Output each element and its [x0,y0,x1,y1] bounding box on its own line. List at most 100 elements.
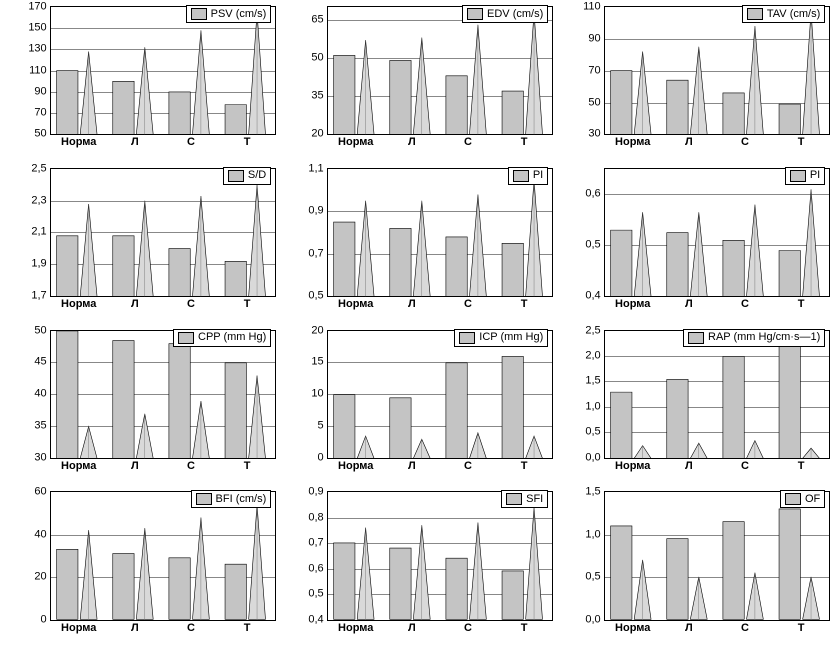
bar [225,261,246,296]
x-tick-label: Л [685,461,693,472]
bar [56,331,77,458]
bars-layer [605,331,830,458]
plot-area: 1,71,92,12,32,5НормаЛСТS/D [50,168,277,297]
legend-label: SFI [526,494,543,505]
x-tick-label: Л [131,137,139,148]
x-tick-label: Л [408,623,416,634]
x-tick-label: Т [521,137,528,148]
chart-cell: 0,40,50,60,70,80,9НормаЛСТSFI [283,491,556,649]
legend: CPP (mm Hg) [173,329,271,347]
chart-panel: 20355065НормаЛСТEDV (cm/s) [283,6,556,164]
chart-cell: 0,50,70,91,1НормаЛСТPI [283,168,556,326]
y-tick-label: 0,7 [308,538,323,549]
x-tick-label: Норма [615,461,650,472]
x-tick-label: Л [685,137,693,148]
x-tick-label: Т [798,137,805,148]
bar [502,91,523,134]
bars-layer [605,169,830,296]
chart-panel: 0,40,50,6НормаЛСТPI [560,168,833,326]
x-tick-label: Норма [61,623,96,634]
plot-area: 0,00,51,01,52,02,5НормаЛСТRAP (mm Hg/cm·… [604,330,831,459]
y-tick-label: 0,7 [308,248,323,259]
chart-grid-page: 507090110130150170НормаЛСТPSV (cm/s)2035… [0,0,839,649]
y-tick-label: 150 [28,23,46,34]
y-tick-label: 0,9 [308,487,323,498]
bars-layer [605,492,830,619]
bar [779,250,800,296]
chart-cell: 0,40,50,6НормаЛСТPI [560,168,833,326]
y-tick-label: 20 [311,129,323,140]
legend-label: ICP (mm Hg) [479,332,543,343]
legend-label: RAP (mm Hg/cm·s—1) [708,332,820,343]
bar [723,522,744,620]
bars-layer [51,7,276,134]
x-tick-label: С [464,461,472,472]
bar [389,228,410,296]
x-tick-label: Т [521,623,528,634]
legend-label: PSV (cm/s) [211,9,267,20]
y-tick-label: 45 [34,357,46,368]
chart-panel: 0,00,51,01,5НормаЛСТOF [560,491,833,649]
legend: PI [508,167,548,185]
legend-label: OF [805,494,820,505]
legend-swatch [191,8,207,20]
y-tick-label: 0,6 [585,189,600,200]
x-tick-label: Л [685,299,693,310]
y-tick-label: 60 [34,487,46,498]
bar [56,71,77,135]
legend-swatch [196,493,212,505]
legend-swatch [688,332,704,344]
x-tick-label: Т [521,299,528,310]
x-tick-label: Норма [61,137,96,148]
bar [610,392,631,458]
bar [610,230,631,296]
x-tick-label: Т [244,461,251,472]
legend-swatch [228,170,244,182]
plot-area: 0204060НормаЛСТBFI (cm/s) [50,491,277,620]
y-tick-label: 1,1 [308,163,323,174]
y-tick-label: 70 [588,65,600,76]
legend-swatch [785,493,801,505]
bar [225,564,246,619]
bar [666,80,687,134]
bar [502,571,523,619]
chart-cell: 507090110130150170НормаЛСТPSV (cm/s) [6,6,279,164]
legend-swatch [513,170,529,182]
x-tick-label: Т [244,623,251,634]
y-tick-label: 0,4 [308,614,323,625]
chart-panel: 05101520НормаЛСТICP (mm Hg) [283,330,556,488]
bars-layer [51,169,276,296]
y-tick-label: 1,0 [585,401,600,412]
x-tick-label: Т [798,299,805,310]
legend: PSV (cm/s) [186,5,272,23]
bars-layer [328,7,553,134]
legend: OF [780,490,825,508]
chart-panel: 30507090110НормаЛСТTAV (cm/s) [560,6,833,164]
bar [389,60,410,134]
chart-panel: 507090110130150170НормаЛСТPSV (cm/s) [6,6,279,164]
y-tick-label: 50 [311,52,323,63]
plot-area: 20355065НормаЛСТEDV (cm/s) [327,6,554,135]
y-tick-label: 1,5 [585,376,600,387]
bar [723,240,744,296]
legend-label: BFI (cm/s) [216,494,267,505]
bar [389,397,410,457]
chart-panel: 1,71,92,12,32,5НормаЛСТS/D [6,168,279,326]
x-tick-label: С [464,623,472,634]
y-tick-label: 0 [41,614,47,625]
y-tick-label: 30 [588,129,600,140]
y-tick-label: 0,5 [585,572,600,583]
legend: BFI (cm/s) [191,490,272,508]
y-tick-label: 1,0 [585,529,600,540]
bar [169,248,190,296]
bar [169,558,190,620]
x-tick-label: С [187,623,195,634]
y-tick-label: 0,9 [308,206,323,217]
plot-area: 3035404550НормаЛСТCPP (mm Hg) [50,330,277,459]
y-tick-label: 40 [34,389,46,400]
plot-area: 0,40,50,6НормаЛСТPI [604,168,831,297]
y-tick-label: 2,5 [585,325,600,336]
chart-cell: 3035404550НормаЛСТCPP (mm Hg) [6,330,279,488]
x-tick-label: Норма [615,623,650,634]
y-tick-label: 2,0 [585,350,600,361]
